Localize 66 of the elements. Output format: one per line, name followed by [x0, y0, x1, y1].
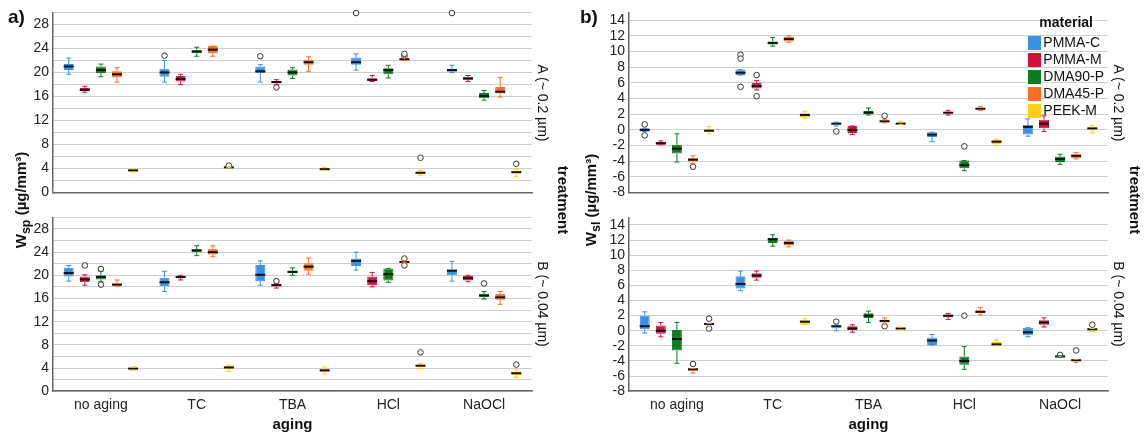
x-tick-label: TC: [187, 396, 207, 413]
y-tick-label: 6: [617, 276, 626, 293]
y-tick-label: 12: [33, 111, 50, 128]
y2-axis-title: A (~ 0.2 µm): [1111, 64, 1127, 141]
y-tick-label: -8: [612, 382, 626, 399]
y-tick-label: 14: [609, 215, 626, 232]
y-tick-label: 10: [609, 246, 626, 263]
y-tick-label: 28: [33, 219, 50, 236]
y-tick-label: 4: [41, 159, 50, 176]
y-tick-label: 0: [41, 183, 50, 200]
y-tick-label: -2: [612, 136, 626, 153]
text: treatment: [554, 165, 572, 235]
y-tick-label: 2: [617, 306, 626, 323]
y-tick-label: -4: [612, 351, 626, 368]
y-tick-label: 24: [33, 243, 50, 260]
legend-label: PMMA-M: [1043, 51, 1102, 69]
y-tick-label: 12: [609, 230, 626, 247]
y-tick-label: 6: [617, 73, 626, 90]
y-tick-label: 4: [617, 291, 626, 308]
x-tick-label: TC: [763, 396, 783, 413]
x-tick-label: NaOCl: [1039, 396, 1082, 413]
x-tick-label: TBA: [278, 396, 307, 413]
y-tick-label: 12: [609, 26, 626, 43]
y-tick-label: -2: [612, 336, 626, 353]
x-tick-label: no aging: [74, 396, 128, 413]
y-tick-label: 2: [617, 105, 626, 122]
y-tick-label: 0: [617, 120, 626, 137]
x-tick-label: HCl: [952, 396, 976, 413]
legend-label: DMA45-P: [1043, 85, 1104, 103]
y-tick-label: -6: [612, 167, 626, 184]
y-tick-label: 16: [33, 289, 50, 306]
x-tick-label: TBA: [854, 396, 883, 413]
y-tick-label: 8: [617, 261, 626, 278]
x-tick-label: HCl: [376, 396, 400, 413]
y-tick-label: 8: [41, 335, 50, 352]
y-tick-label: 10: [609, 42, 626, 59]
legend-label: PMMA-C: [1043, 34, 1101, 52]
legend-label: DMA90-P: [1043, 68, 1104, 86]
y-tick-label: 20: [33, 63, 50, 80]
x-tick-label: no aging: [650, 396, 704, 413]
text: treatment: [1126, 165, 1144, 235]
x-axis-title: aging: [848, 415, 889, 433]
y-tick-label: 16: [33, 87, 50, 104]
y2-axis-title: B (~ 0.04 µm): [1111, 261, 1127, 348]
y-tick-label: 8: [41, 135, 50, 152]
x-tick-label: NaOCl: [463, 396, 506, 413]
y-tick-label: 12: [33, 312, 50, 329]
y-tick-label: 8: [617, 58, 626, 75]
chart-title: b): [580, 6, 598, 28]
y2-axis-title: B (~ 0.04 µm): [535, 261, 551, 348]
y-tick-label: 24: [33, 39, 50, 56]
y-tick-label: 20: [33, 266, 50, 283]
x-axis-title: aging: [272, 415, 313, 433]
y-tick-label: -8: [612, 183, 626, 200]
y-tick-label: -6: [612, 366, 626, 383]
y-tick-label: 4: [617, 89, 626, 106]
chart-title: a): [8, 6, 25, 28]
y-tick-label: 0: [41, 382, 50, 399]
y-tick-label: -4: [612, 152, 626, 169]
legend-label: PEEK-M: [1043, 102, 1097, 120]
y2-axis-title: A (~ 0.2 µm): [535, 64, 551, 141]
y-tick-label: 14: [609, 11, 626, 28]
y-tick-label: 4: [41, 358, 50, 375]
y-tick-label: 28: [33, 15, 50, 32]
y-tick-label: 0: [617, 321, 626, 338]
legend-title: material: [1038, 14, 1094, 32]
